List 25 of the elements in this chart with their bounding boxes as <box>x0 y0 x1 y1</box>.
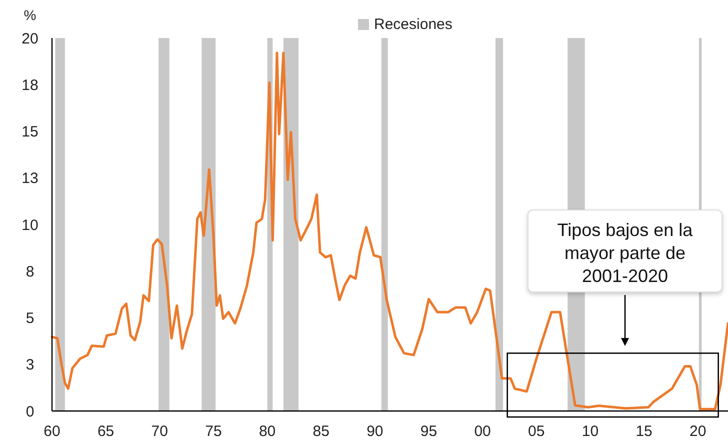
y-tick-label: 18 <box>22 76 38 94</box>
y-tick-label: 10 <box>22 216 38 234</box>
y-tick-label: 8 <box>26 263 34 280</box>
y-tick-label: 5 <box>26 310 34 327</box>
y-tick-label: 0 <box>26 403 34 420</box>
x-tick-label: 60 <box>44 423 60 440</box>
x-tick-label: 05 <box>528 423 545 440</box>
x-tick-label: 20 <box>690 423 706 440</box>
y-tick-label: 13 <box>22 170 38 188</box>
y-tick-label: 20 <box>22 30 38 48</box>
x-tick-label: 65 <box>97 423 114 440</box>
y-axis-title: % <box>24 7 36 23</box>
y-tick-label: 15 <box>22 124 38 140</box>
x-tick-label: 85 <box>312 423 330 440</box>
x-tick-label: 00 <box>474 423 491 440</box>
x-tick-label: 75 <box>205 423 222 440</box>
y-tick-label: 3 <box>26 356 34 374</box>
x-tick-label: 95 <box>420 423 438 440</box>
annotation: Tipos bajos en la mayor parte de 2001-2020 <box>557 220 694 286</box>
x-tick-label: 10 <box>582 423 599 440</box>
x-tick-label: 70 <box>151 423 168 440</box>
x-tick-label: 80 <box>258 423 276 440</box>
x-tick-label: 15 <box>636 423 652 440</box>
x-tick-label: 90 <box>366 423 384 440</box>
legend-label: Recesiones <box>374 16 452 33</box>
